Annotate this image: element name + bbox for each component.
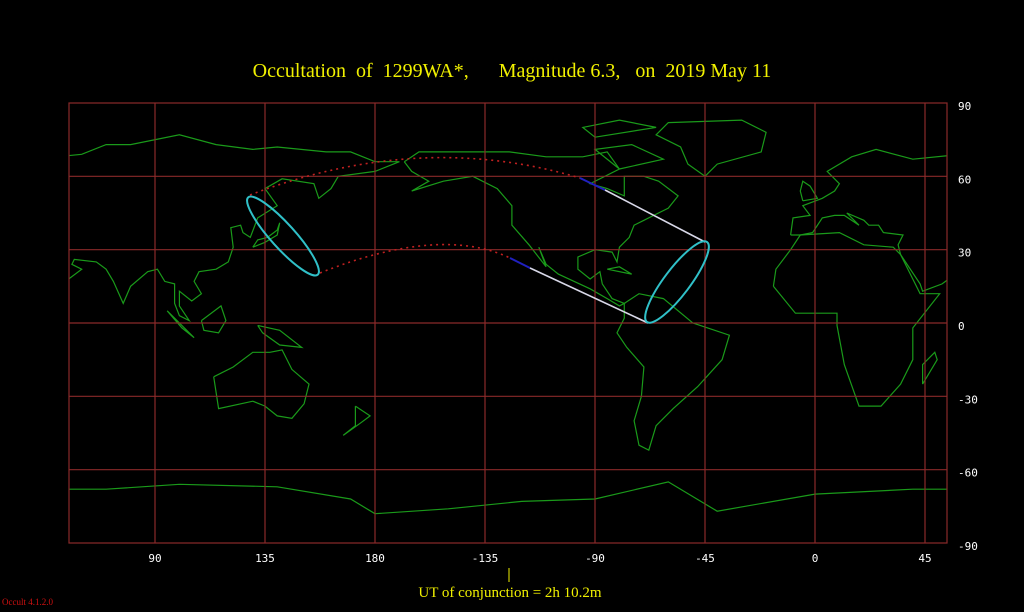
coastline-eurasia — [790, 148, 947, 292]
x-tick-label: -90 — [585, 552, 605, 565]
coastline-antarctica — [374, 481, 947, 515]
limb-ellipse-end — [644, 240, 710, 324]
coastline-africa — [772, 231, 941, 407]
x-tick-label: 90 — [148, 552, 161, 565]
coastline-eurasia — [69, 134, 400, 323]
occultation-paths — [246, 156, 710, 324]
y-tick-label: 60 — [958, 173, 971, 186]
coastline-antarctica — [69, 483, 376, 515]
x-tick-label: 0 — [812, 552, 819, 565]
x-tick-label: -45 — [695, 552, 715, 565]
south-limit-twilight — [509, 257, 531, 269]
coastline-new-zealand — [342, 405, 372, 436]
y-tick-label: -30 — [958, 393, 978, 406]
limb-ellipse-start — [246, 195, 320, 277]
y-tick-label: 30 — [958, 247, 971, 260]
x-tick-label: 135 — [255, 552, 275, 565]
coastline-south-america — [616, 293, 731, 451]
north-limit-twilight — [579, 177, 606, 191]
y-tick-label: 0 — [958, 320, 965, 333]
y-tick-label: 90 — [958, 100, 971, 113]
coastline-new-guinea — [257, 324, 304, 349]
chart-title: Occultation of 1299WA*, Magnitude 6.3, o… — [252, 60, 772, 82]
y-tick-label: -90 — [958, 540, 978, 553]
south-limit-invisible — [319, 243, 511, 274]
version-label: Occult 4.1.2.0 — [2, 597, 53, 607]
coastline-cuba — [607, 266, 633, 275]
y-tick-label: -60 — [958, 467, 978, 480]
coastline-borneo — [200, 304, 227, 334]
north-limit-visible — [604, 189, 706, 243]
x-tick-label: -135 — [472, 552, 499, 565]
coastline-north-america — [403, 151, 679, 307]
coastline-baffin — [593, 143, 666, 170]
coastline-japan — [252, 222, 281, 248]
coastline-sumatra — [166, 310, 195, 339]
coastline-ellesmere — [581, 119, 657, 138]
x-tick-label: 180 — [365, 552, 385, 565]
south-limit-visible — [529, 267, 649, 324]
coastline-australia — [213, 349, 310, 419]
conjunction-time: UT of conjunction = 2h 10.2m — [418, 585, 602, 601]
coastline-madagascar — [921, 351, 938, 385]
coastline-africa — [0, 233, 60, 407]
coastline-greenland — [655, 119, 767, 177]
x-tick-label: 45 — [918, 552, 931, 565]
coastline-madagascar — [43, 352, 58, 384]
